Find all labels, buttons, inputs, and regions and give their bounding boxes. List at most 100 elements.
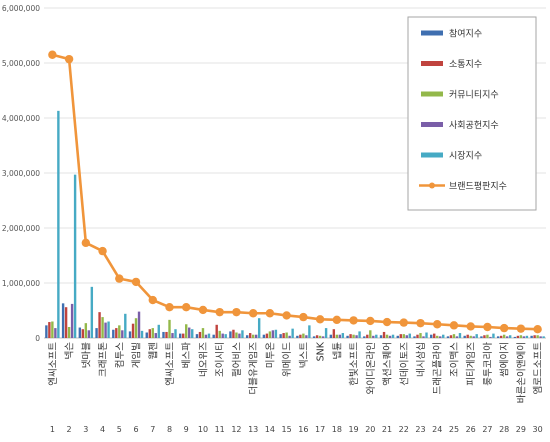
bar	[140, 330, 144, 338]
bar	[57, 110, 60, 338]
line-point	[315, 315, 325, 324]
line-point	[332, 315, 342, 325]
bar	[70, 303, 74, 338]
bar	[221, 333, 224, 338]
bar	[201, 328, 205, 338]
bar	[48, 322, 51, 338]
bar	[492, 333, 495, 338]
bar	[302, 333, 305, 338]
legend-label: 시장지수	[449, 151, 482, 162]
bar	[148, 329, 151, 338]
line-point	[299, 312, 308, 322]
bar	[321, 336, 325, 338]
x-index-label: 24	[432, 425, 442, 434]
bar	[118, 325, 121, 338]
x-index-label: 18	[332, 425, 342, 434]
bar	[349, 334, 352, 338]
x-index-label: 12	[231, 425, 241, 434]
line-point	[198, 305, 208, 315]
x-index-label: 6	[133, 425, 138, 434]
bar	[81, 329, 85, 338]
legend-swatch	[421, 152, 443, 158]
bar	[241, 330, 244, 338]
bar	[436, 335, 439, 338]
bar	[145, 332, 148, 338]
x-index-label: 22	[399, 425, 409, 434]
bar	[338, 334, 342, 338]
bar	[188, 327, 191, 338]
x-index-label: 27	[482, 425, 492, 434]
line-point	[232, 307, 241, 317]
bar	[212, 334, 215, 338]
x-category-label: 넵튠	[332, 342, 343, 360]
bar	[282, 333, 285, 338]
legend-box	[407, 16, 537, 211]
bar	[121, 330, 124, 338]
x-index-label: 11	[215, 425, 225, 434]
line-point	[366, 316, 375, 326]
bar	[168, 319, 171, 338]
bar	[519, 335, 523, 338]
x-category-label: 한빛소프트	[349, 342, 360, 386]
y-tick-label: 0	[35, 334, 40, 343]
brand-index-line	[48, 50, 542, 334]
bar	[165, 331, 168, 338]
bar	[84, 323, 88, 338]
bar	[483, 335, 486, 338]
x-category-label: 엠로드소프트	[532, 342, 544, 395]
bar	[458, 333, 462, 338]
bar	[405, 335, 408, 338]
bar	[215, 324, 218, 338]
x-index-label: 8	[167, 425, 172, 434]
line-point	[81, 238, 91, 248]
bar	[430, 334, 433, 338]
bar	[399, 334, 402, 338]
bar	[98, 312, 101, 338]
x-index-label: 20	[365, 425, 375, 434]
bar	[185, 324, 188, 338]
x-index-label: 17	[315, 425, 325, 434]
bar	[154, 333, 157, 338]
line-point	[483, 322, 492, 332]
bar	[379, 335, 383, 338]
line-point	[131, 277, 141, 287]
x-category-label: 넥슨	[65, 342, 76, 360]
bar	[251, 334, 255, 338]
bar	[502, 334, 506, 338]
bar	[536, 335, 539, 338]
x-index-label: 15	[282, 425, 292, 434]
bar	[455, 336, 459, 338]
bar	[299, 334, 302, 338]
x-category-label: 크래프톤	[98, 342, 109, 377]
bar	[115, 328, 118, 338]
bar	[366, 334, 369, 338]
x-category-label: 바른손이앤에이	[516, 342, 527, 403]
x-index-label: 2	[67, 425, 72, 434]
line-point	[215, 307, 224, 317]
bar	[54, 328, 57, 338]
bar	[218, 330, 221, 338]
bar	[496, 336, 500, 338]
bar	[433, 333, 436, 338]
bar	[107, 321, 110, 338]
bar	[296, 335, 299, 338]
bar	[382, 331, 386, 338]
bar	[73, 174, 77, 338]
x-category-label: 와이디온라인	[365, 342, 377, 394]
bar	[329, 334, 333, 338]
bar	[308, 325, 311, 338]
bar	[469, 335, 472, 338]
bar	[134, 318, 138, 338]
bar	[505, 336, 509, 338]
line-point	[466, 322, 475, 331]
bar	[335, 334, 339, 338]
bar	[87, 330, 91, 338]
line-point	[282, 311, 291, 320]
legend-label: 참여지수	[449, 28, 482, 40]
x-category-label: 선데이토즈	[399, 342, 410, 386]
bar	[369, 330, 372, 338]
x-index-label: 28	[499, 425, 509, 434]
bar	[530, 335, 533, 338]
bar	[274, 329, 278, 338]
